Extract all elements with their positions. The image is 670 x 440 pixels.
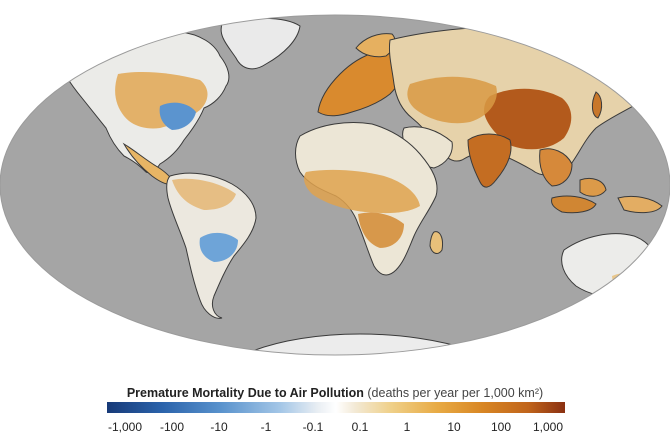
legend-units: (deaths per year per 1,000 km²): [367, 386, 544, 400]
indonesia: [551, 195, 597, 214]
map-svg: [0, 14, 670, 356]
colorbar-tick-label: -1: [260, 420, 272, 434]
central-asia-pollution: [407, 76, 497, 124]
japan: [591, 91, 603, 119]
sa-blue-patch: [199, 232, 238, 262]
new-guinea: [617, 195, 663, 214]
colorbar-tick-label: -100: [159, 420, 185, 434]
colorbar-tick-label: 1: [403, 420, 411, 434]
colorbar-tick-label: -0.1: [302, 420, 324, 434]
new-zealand: [656, 291, 667, 315]
borneo: [579, 177, 607, 197]
globe-edge: [0, 14, 670, 356]
colorbar: [107, 402, 565, 413]
china-pollution: [484, 88, 572, 150]
legend-title-line: Premature Mortality Due to Air Pollution…: [0, 386, 670, 400]
colorbar-tick-label: 100: [490, 420, 512, 434]
india: [467, 133, 512, 188]
africa-central-pollution: [358, 212, 404, 248]
legend: Premature Mortality Due to Air Pollution…: [0, 380, 670, 440]
greenland: [220, 17, 301, 70]
world-map: [0, 14, 670, 356]
colorbar-tick-label: -1,000: [107, 420, 143, 434]
sa-pollution: [172, 178, 236, 210]
se-asia: [539, 148, 573, 187]
colorbar-tick-label: 1,000: [532, 420, 564, 434]
africa-sahel-pollution: [304, 169, 420, 214]
australia-east-pollution: [612, 272, 650, 292]
colorbar-tick-label: 0.1: [351, 420, 369, 434]
legend-title: Premature Mortality Due to Air Pollution: [126, 386, 364, 400]
madagascar: [429, 231, 443, 254]
colorbar-tick-label: -10: [210, 420, 228, 434]
na-blue-patch: [159, 102, 196, 130]
colorbar-tick-label: 10: [447, 420, 461, 434]
